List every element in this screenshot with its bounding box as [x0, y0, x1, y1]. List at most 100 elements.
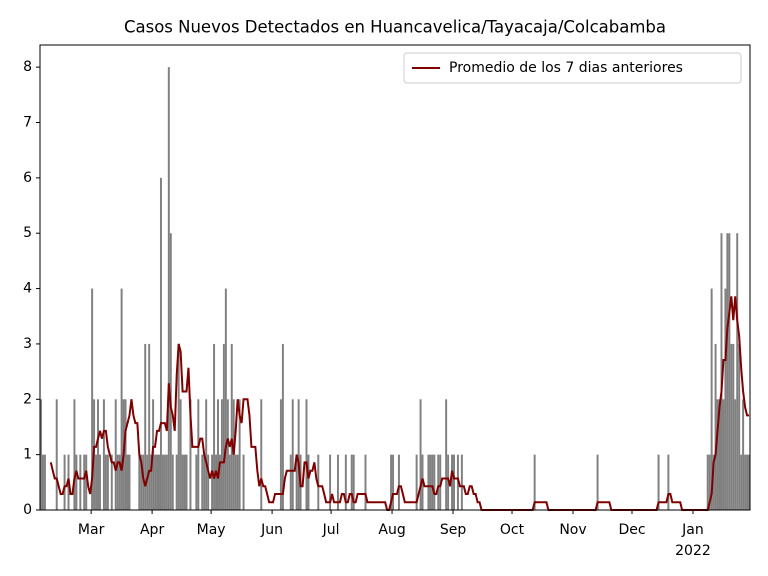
x-tick-label: Oct	[500, 522, 525, 538]
bar	[102, 399, 105, 510]
bar	[201, 454, 204, 510]
y-tick-label: 7	[23, 115, 32, 131]
bar	[222, 343, 225, 510]
bar	[118, 454, 121, 510]
bar	[197, 399, 200, 510]
bar	[195, 454, 198, 510]
bar	[657, 454, 660, 510]
bar	[203, 454, 206, 510]
bar	[234, 454, 237, 510]
bar	[460, 454, 463, 510]
bar	[451, 454, 454, 510]
x-tick-label: Jan	[681, 522, 704, 538]
bar	[710, 288, 713, 510]
bar	[55, 399, 58, 510]
bar	[138, 454, 141, 510]
x-tick-label: Sep	[440, 522, 467, 538]
bar	[291, 399, 294, 510]
x-tick-label: Apr	[140, 522, 164, 538]
plot-frame	[39, 44, 751, 511]
bar	[734, 399, 737, 510]
bar	[75, 454, 78, 510]
bar	[128, 454, 131, 510]
bar	[165, 454, 168, 510]
x-tick-label: Dec	[618, 522, 645, 538]
bar	[156, 454, 159, 510]
bar	[445, 399, 448, 510]
bar	[748, 454, 750, 510]
chart-title: Casos Nuevos Detectados en Huancavelica/…	[124, 18, 666, 37]
bar	[242, 454, 245, 510]
bar	[218, 454, 221, 510]
bar	[718, 399, 721, 510]
bar	[706, 454, 709, 510]
bar	[171, 454, 174, 510]
bar	[415, 454, 418, 510]
bar	[185, 454, 188, 510]
bar	[740, 454, 743, 510]
bar	[716, 399, 719, 510]
bar	[79, 454, 82, 510]
bar	[158, 454, 160, 510]
bar	[63, 454, 66, 510]
bar	[708, 454, 711, 510]
bar	[228, 454, 231, 510]
y-tick-label: 0	[23, 502, 32, 518]
bar	[295, 454, 298, 510]
x-tick-label: Nov	[559, 522, 586, 538]
bar	[712, 454, 715, 510]
bar	[236, 454, 239, 510]
bar	[215, 454, 218, 510]
bar	[85, 454, 88, 510]
bar	[167, 67, 170, 511]
bar	[427, 454, 430, 510]
bar	[97, 399, 100, 510]
bar	[40, 399, 42, 510]
bar	[392, 454, 395, 510]
bar	[352, 454, 355, 510]
bar	[305, 399, 308, 510]
bar	[336, 454, 339, 510]
bar	[419, 399, 422, 510]
bar	[724, 288, 727, 510]
bar	[124, 399, 127, 510]
bar	[217, 399, 219, 510]
bar	[714, 343, 717, 510]
bar	[260, 399, 263, 510]
bar	[279, 399, 282, 510]
bar	[211, 454, 214, 510]
bar	[720, 233, 723, 510]
bar	[667, 454, 670, 510]
bar	[169, 233, 172, 510]
bar	[179, 399, 182, 510]
bar	[742, 399, 745, 510]
y-tick-label: 6	[23, 170, 32, 186]
bar	[148, 343, 151, 510]
bar	[104, 454, 107, 510]
bar	[726, 233, 729, 510]
y-tick-label: 4	[23, 281, 32, 297]
bar	[533, 454, 536, 510]
y-tick-label: 8	[23, 59, 32, 75]
bar	[397, 454, 400, 510]
x-tick-label: Aug	[378, 522, 405, 538]
bar	[110, 454, 113, 510]
bar	[364, 454, 367, 510]
bar	[207, 454, 210, 510]
x-year-label: 2022	[675, 543, 711, 559]
bar	[344, 454, 347, 510]
bar	[126, 454, 129, 510]
bar	[350, 454, 353, 510]
bar	[99, 454, 101, 510]
bar	[736, 233, 739, 510]
x-tick-label: May	[197, 522, 226, 538]
bar	[140, 454, 143, 510]
bar	[722, 399, 725, 510]
bar	[213, 343, 216, 510]
bar	[433, 454, 436, 510]
x-tick-label: Jul	[322, 522, 340, 538]
bar	[437, 454, 440, 510]
bar	[41, 454, 44, 510]
